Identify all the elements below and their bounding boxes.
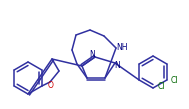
Text: O: O	[48, 81, 54, 89]
Text: N: N	[89, 49, 95, 59]
Text: NH: NH	[116, 43, 128, 51]
Text: Cl: Cl	[171, 76, 179, 84]
Text: N: N	[114, 60, 120, 70]
Text: Cl: Cl	[157, 82, 165, 90]
